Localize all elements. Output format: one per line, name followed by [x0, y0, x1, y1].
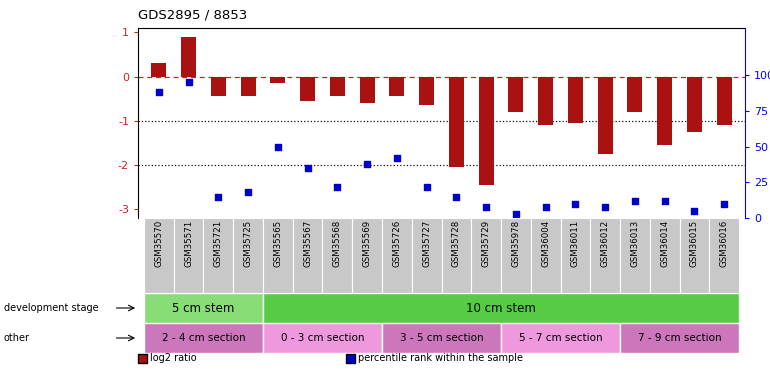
Bar	[152, 63, 166, 76]
Bar	[508, 76, 524, 112]
Text: GSM35570: GSM35570	[154, 219, 163, 267]
Point	[301, 165, 313, 171]
FancyBboxPatch shape	[471, 218, 501, 293]
Text: GSM35725: GSM35725	[243, 219, 253, 267]
Point	[569, 201, 581, 207]
Text: GSM36016: GSM36016	[720, 219, 728, 267]
Point	[331, 184, 343, 190]
FancyBboxPatch shape	[382, 218, 412, 293]
FancyBboxPatch shape	[412, 218, 441, 293]
FancyBboxPatch shape	[144, 293, 263, 323]
Text: GSM36012: GSM36012	[601, 219, 610, 267]
Text: GSM36013: GSM36013	[631, 219, 639, 267]
Bar	[360, 76, 374, 103]
FancyBboxPatch shape	[293, 218, 323, 293]
Text: GSM35727: GSM35727	[422, 219, 431, 267]
Point	[272, 144, 284, 150]
Bar	[181, 37, 196, 76]
Bar	[598, 76, 613, 154]
Text: GSM35569: GSM35569	[363, 219, 372, 267]
FancyBboxPatch shape	[144, 218, 174, 293]
Point	[390, 155, 403, 161]
Bar	[270, 76, 286, 83]
Text: other: other	[4, 333, 30, 343]
Text: 3 - 5 cm section: 3 - 5 cm section	[400, 333, 484, 343]
Point	[420, 184, 433, 190]
Text: GSM35729: GSM35729	[481, 219, 490, 267]
FancyBboxPatch shape	[233, 218, 263, 293]
Point	[450, 194, 463, 200]
Bar	[419, 76, 434, 105]
FancyBboxPatch shape	[620, 323, 739, 353]
Text: GSM35978: GSM35978	[511, 219, 521, 267]
Bar	[479, 76, 494, 185]
Bar	[300, 76, 315, 101]
FancyBboxPatch shape	[323, 218, 352, 293]
Point	[152, 89, 165, 95]
Text: 5 - 7 cm section: 5 - 7 cm section	[519, 333, 602, 343]
Bar	[658, 76, 672, 145]
FancyBboxPatch shape	[263, 323, 382, 353]
Bar	[717, 76, 731, 125]
Bar	[687, 76, 702, 132]
FancyBboxPatch shape	[144, 323, 263, 353]
Point	[510, 211, 522, 217]
Text: GSM35571: GSM35571	[184, 219, 193, 267]
FancyBboxPatch shape	[441, 218, 471, 293]
FancyBboxPatch shape	[382, 323, 501, 353]
Text: 5 cm stem: 5 cm stem	[172, 302, 235, 315]
Text: development stage: development stage	[4, 303, 99, 313]
Point	[242, 189, 254, 195]
Text: GSM35721: GSM35721	[214, 219, 223, 267]
FancyBboxPatch shape	[531, 218, 561, 293]
Text: 7 - 9 cm section: 7 - 9 cm section	[638, 333, 721, 343]
Bar	[211, 76, 226, 96]
Bar	[538, 76, 553, 125]
Point	[718, 201, 730, 207]
Text: 0 - 3 cm section: 0 - 3 cm section	[281, 333, 364, 343]
FancyBboxPatch shape	[352, 218, 382, 293]
Bar	[241, 76, 256, 96]
Bar	[330, 76, 345, 96]
FancyBboxPatch shape	[501, 323, 620, 353]
Bar	[390, 76, 404, 96]
FancyBboxPatch shape	[620, 218, 650, 293]
Text: 10 cm stem: 10 cm stem	[466, 302, 536, 315]
FancyBboxPatch shape	[174, 218, 203, 293]
Text: GSM35565: GSM35565	[273, 219, 283, 267]
Text: log2 ratio: log2 ratio	[150, 353, 197, 363]
FancyBboxPatch shape	[561, 218, 591, 293]
Point	[599, 204, 611, 210]
Bar	[628, 76, 642, 112]
Point	[540, 204, 552, 210]
Bar	[449, 76, 464, 167]
Text: GSM35567: GSM35567	[303, 219, 312, 267]
FancyBboxPatch shape	[203, 218, 233, 293]
Point	[361, 161, 373, 167]
Point	[182, 79, 195, 85]
Text: GSM35568: GSM35568	[333, 219, 342, 267]
FancyBboxPatch shape	[650, 218, 680, 293]
FancyBboxPatch shape	[680, 218, 709, 293]
Point	[629, 198, 641, 204]
Text: GDS2895 / 8853: GDS2895 / 8853	[138, 9, 247, 22]
Bar	[568, 76, 583, 123]
FancyBboxPatch shape	[263, 293, 739, 323]
FancyBboxPatch shape	[709, 218, 739, 293]
Text: GSM36011: GSM36011	[571, 219, 580, 267]
Point	[688, 208, 701, 214]
Text: GSM35728: GSM35728	[452, 219, 461, 267]
Point	[658, 198, 671, 204]
Text: percentile rank within the sample: percentile rank within the sample	[358, 353, 524, 363]
Text: GSM36014: GSM36014	[660, 219, 669, 267]
Text: GSM36004: GSM36004	[541, 219, 550, 267]
Text: GSM35726: GSM35726	[393, 219, 401, 267]
Text: 2 - 4 cm section: 2 - 4 cm section	[162, 333, 246, 343]
FancyBboxPatch shape	[501, 218, 531, 293]
FancyBboxPatch shape	[591, 218, 620, 293]
Text: GSM36015: GSM36015	[690, 219, 699, 267]
Point	[480, 204, 492, 210]
Point	[213, 194, 225, 200]
FancyBboxPatch shape	[263, 218, 293, 293]
